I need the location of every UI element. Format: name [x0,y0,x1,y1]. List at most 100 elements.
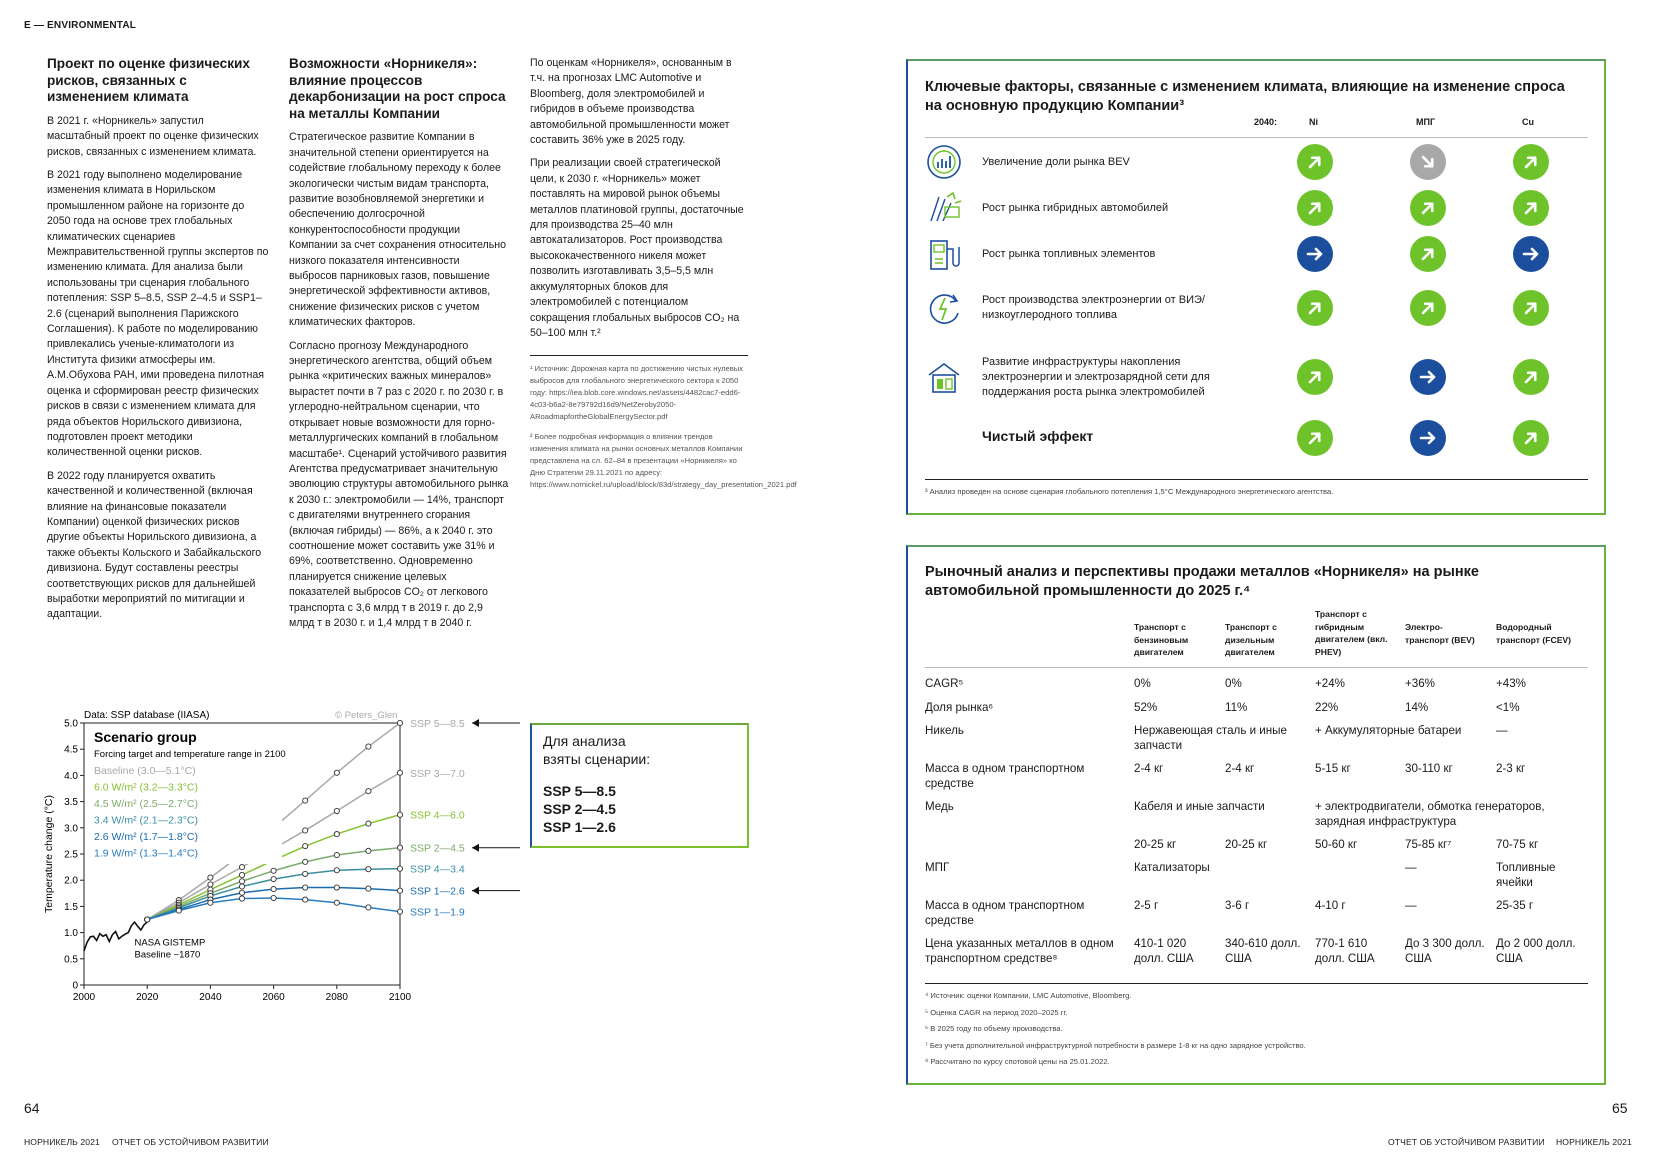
arrow-up-icon [1297,144,1333,180]
table-cell: 70-75 кг [1496,838,1539,851]
series-label: SSP 1—1.9 [410,907,465,919]
divider [925,667,1588,668]
data-point [396,769,404,776]
legend-entry: 3.4 W/m² (2.1—2.3°C) [94,815,198,827]
key-factors-panel [906,59,1606,515]
table-cell: 20-25 кг [1225,838,1268,851]
row-label-nickel: Никель [925,724,964,737]
data-point [238,883,246,890]
data-point [333,851,340,859]
header-petrol: Транспорт с бензиновым двигателем [1134,622,1189,657]
table-cell: 30-110 кг [1405,762,1453,775]
table-cell: Кабеля и иные запчасти [1134,800,1265,813]
table-cell: 4-10 г [1315,899,1346,912]
y-tick-label: 3.0 [64,823,78,834]
y-tick-label: 1.0 [64,928,78,939]
scenarios-box: Для анализа взяты сценарии: SSP 5—8.5 SS… [530,723,749,848]
row-label-mass: Масса в одном транспортном средстве [925,762,1085,790]
key-factors-title: Ключевые факторы, связанные с изменением… [925,79,1565,114]
market-title: Рыночный анализ и перспективы продажи ме… [925,564,1479,599]
col-mpg: МПГ [1416,117,1436,127]
series-label: SSP 5—8.5 [410,718,465,730]
divider [925,983,1588,984]
table-cell: <1% [1496,701,1520,714]
divider [925,479,1588,480]
data-point [302,870,309,877]
table-cell: 11% [1225,701,1248,714]
connector-arrowhead [472,719,479,727]
data-point [396,908,404,915]
table-cell: 2-4 кг [1134,762,1164,775]
legend-entry: 6.0 W/m² (3.2—3.3°C) [94,782,198,794]
data-point [333,807,340,815]
table-cell: 410-1 020 долл. США [1134,937,1194,965]
paragraph: При реализации своей стратегической цели… [530,157,744,339]
column-physical-risks: Проект по оценке физических рисков, связ… [47,56,269,631]
paragraph: В 2021 г. «Норникель» запустил масштабны… [47,114,259,158]
table-cell: 52% [1134,701,1158,714]
heading-physical-risks: Проект по оценке физических рисков, связ… [47,56,250,105]
table-cell: 0% [1225,677,1242,690]
arrow-up-icon [1410,290,1446,326]
legend-entry: 2.6 W/m² (1.7—1.8°C) [94,831,198,843]
footnote-1: ¹ Источник: Дорожная карта по достижению… [530,364,744,421]
connector-arrowhead [472,886,479,895]
table-cell: — [1405,899,1417,912]
y-tick-label: 0.5 [64,954,78,965]
table-cell: До 2 000 долл. США [1496,937,1576,965]
legend-entry: 1.9 W/m² (1.3—1.4°C) [94,848,198,860]
paragraph: Стратегическое развитие Компании в значи… [289,131,506,329]
legend-entry: 4.5 W/m² (2.5—2.7°C) [94,798,198,810]
scenarios-line1: Для анализа [543,733,626,749]
factor-label: Увеличение доли рынка BEV [982,155,1130,168]
market-footnote: ⁵ Оценка CAGR на период 2020–2025 гг. [925,1007,1068,1017]
arrow-up-icon [1410,190,1446,226]
x-tick-label: 2040 [199,992,222,1003]
data-point [302,827,309,834]
factor-label: Чистый эффект [982,428,1094,444]
table-cell: + электродвигатели, обмотка генераторов,… [1315,800,1545,828]
table-cell: +24% [1315,677,1345,690]
data-point [238,864,246,871]
market-footnote: ⁶ В 2025 году по объему производства. [925,1024,1063,1033]
data-point [270,867,277,874]
market-footnote: ⁷ Без учета дополнительной инфраструктур… [925,1040,1306,1050]
table-cell: +43% [1496,677,1526,690]
arrow-right-icon [1513,236,1549,272]
series-label: SSP 2—4.5 [410,843,465,855]
page-number-left: 64 [24,1100,40,1116]
paragraph: В 2021 году выполнено моделирование изме… [47,169,269,459]
charging-infrastructure-icon [925,358,963,396]
data-point [396,719,404,727]
row-label-copper: Медь [925,800,954,813]
table-cell: — [1496,724,1508,737]
market-panel [906,545,1606,1085]
heading-opportunities: Возможности «Норникеля»: влияние процесс… [289,56,506,121]
table-cell: 14% [1405,701,1429,714]
data-point [333,769,340,776]
temperature-scenarios-chart: 0 0.5 1.0 1.5 2.0 2.5 3.0 3.5 4.0 4.5 5.0 2000 2020 2… [43,710,520,1003]
table-cell: До 3 300 долл. США [1405,937,1485,965]
series-label: SSP 1—2.6 [410,886,465,898]
data-point [365,866,372,873]
table-cell: 75-85 кг⁷ [1405,838,1452,851]
data-point [207,881,214,888]
table-cell: 0% [1134,677,1151,690]
arrow-up-icon [1297,290,1333,326]
chart-source: Data: SSP database (IIASA) [84,710,209,721]
data-point [365,904,372,911]
footer-brand-right: НОРНИКЕЛЬ 2021 [1556,1137,1632,1147]
x-tick-label: 2080 [326,992,349,1003]
table-cell: 5-15 кг [1315,762,1351,775]
col-year: 2040: [1254,117,1278,127]
data-point [396,844,404,851]
row-label-mass: Масса в одном транспортном средстве [925,899,1085,927]
arrow-up-icon [1513,144,1549,180]
chart-credit: © Peters_Glen [335,710,397,721]
data-point [238,895,246,902]
data-point [333,884,340,891]
data-point [396,887,404,894]
header-diesel: Транспорт с дизельным двигателем [1225,622,1277,657]
data-point [333,831,340,838]
footer-report-left: ОТЧЕТ ОБ УСТОЙЧИВОМ РАЗВИТИИ [112,1137,269,1147]
